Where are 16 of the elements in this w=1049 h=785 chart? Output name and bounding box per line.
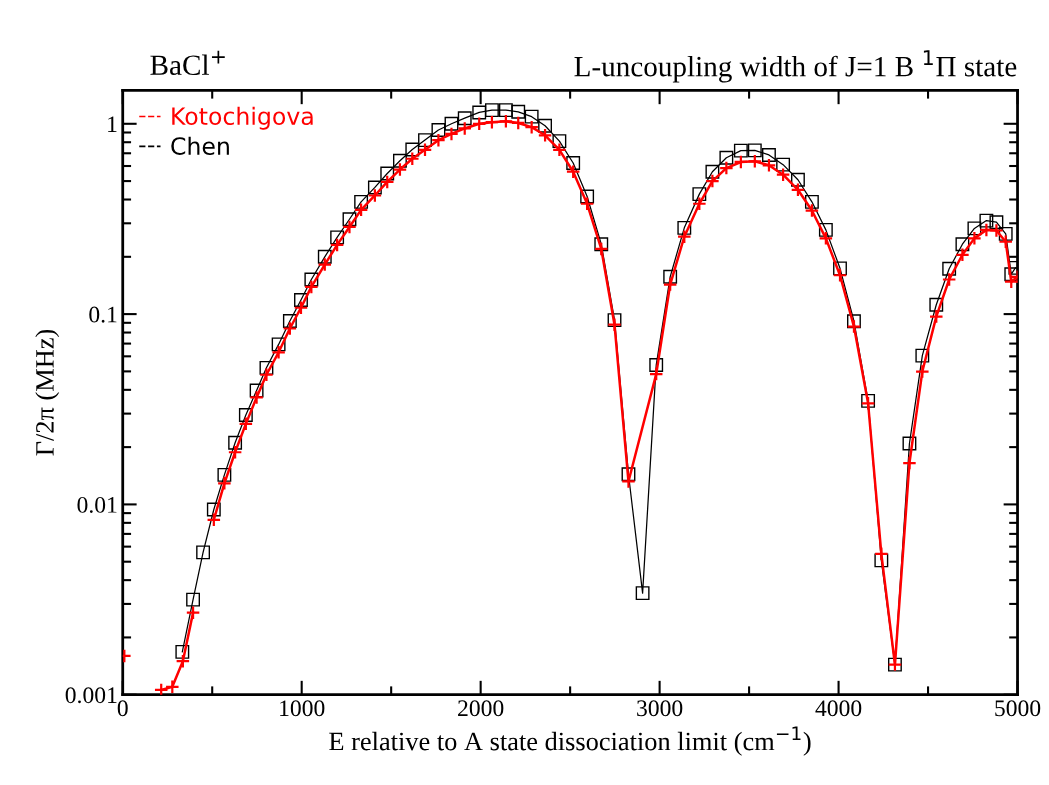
y-tick-label: 0.001 [65,687,117,704]
x-tick-label: 1000 [280,700,325,717]
x-axis-title: E relative to A state dissociation limit (cm$^{−1}$) [329,726,811,756]
x-tick-label: 0 [117,700,128,717]
y-tick-label: 0.1 [89,306,117,323]
y-tick-label: 0.01 [77,496,117,513]
text: BaCl$^{+}$ [150,50,225,76]
legend-label: Chen [171,136,229,156]
y-tick-label: 1 [108,116,117,132]
x-tick-label: 5000 [995,700,1041,717]
x-tick-label: 2000 [458,700,504,717]
legend-label: Kotochigova [172,106,313,130]
x-tick-label: 3000 [637,700,683,717]
y-axis-title: Γ/2π (MHz) [35,329,60,456]
x-tick-label: 4000 [815,700,862,717]
chart-title: L-uncoupling width of J=1 B $^{1}$Π state [574,50,1017,83]
